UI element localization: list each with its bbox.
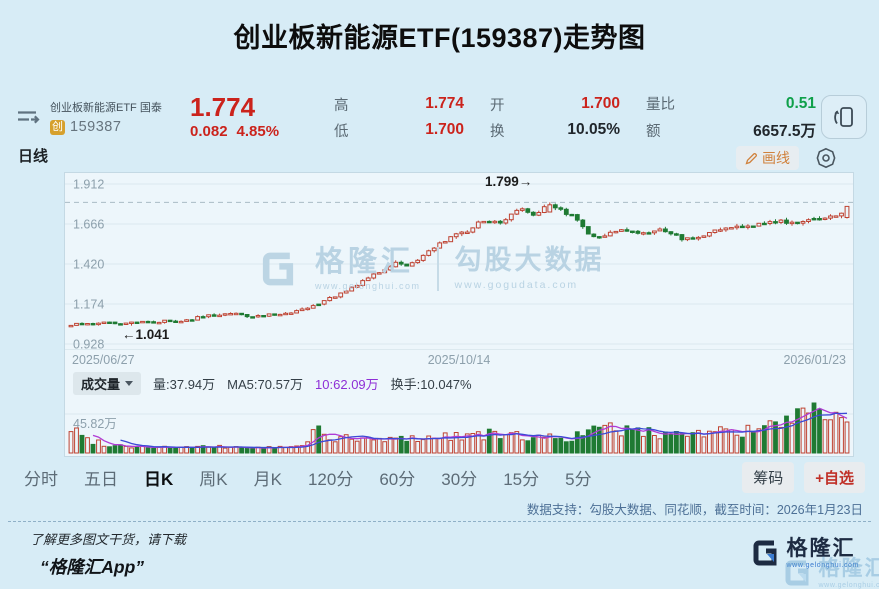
chart-panel: 1.912 1.666 1.420 1.174 0.928 格隆汇 www.gelong… [64, 172, 854, 457]
chips-distribution-button[interactable]: 筹码 [742, 461, 795, 493]
stat-group-ratio-amount: 量比 0.51 额 6657.5万 [646, 93, 816, 141]
stat-group-open-turnover: 开 1.700 换 10.05% [490, 94, 620, 141]
x-axis-dates: 2025/06/27 2025/10/14 2026/01/23 [65, 349, 853, 370]
chevron-down-icon [125, 380, 134, 386]
promo-line1: 了解更多图文干货，请下载 [30, 532, 187, 547]
gelonghui-brand-watermark: 格隆汇 www.gelonghui.com [781, 557, 879, 589]
price-change-pct: 4.85% [236, 123, 280, 141]
tab-5min[interactable]: 5分 [565, 469, 592, 489]
svg-text:1.666: 1.666 [73, 218, 104, 232]
date-end: 2026/01/23 [783, 353, 846, 367]
stat-value: 10.05% [567, 121, 620, 138]
tab-minute[interactable]: 分时 [24, 469, 58, 489]
promo-line2: “格隆汇App” [40, 557, 145, 577]
stat-label: 低 [334, 123, 349, 140]
date-start: 2025/06/27 [72, 353, 135, 367]
period-tab-bar: 分时 五日 日K 周K 月K 120分 60分 30分 15分 5分 筹码 +自… [24, 461, 865, 493]
page-title: 创业板新能源ETF(159387)走势图 [233, 23, 646, 53]
volume-header: 成交量 量:37.94万 MA5:70.57万 10:62.09万 换手:10.… [65, 370, 853, 396]
rotate-screen-button[interactable] [821, 95, 867, 139]
volume-ma10: 10:62.09万 [315, 376, 379, 392]
date-mid: 2025/10/14 [427, 353, 491, 367]
last-price: 1.774 [190, 91, 256, 122]
gelonghui-g-icon [753, 540, 777, 566]
stat-label: 量比 [646, 97, 675, 113]
draw-line-button[interactable]: 画线 [736, 146, 799, 170]
stat-value: 1.700 [581, 95, 620, 112]
tab-5day[interactable]: 五日 [84, 469, 118, 489]
settings-gear-icon[interactable] [815, 147, 837, 169]
dashed-divider [8, 521, 871, 522]
security-name: 创业板新能源ETF 国泰 [50, 102, 162, 114]
security-code: 159387 [70, 119, 122, 135]
stat-label: 换 [490, 123, 505, 140]
period-low-annotation: ←1.041 [122, 327, 170, 342]
volume-indicator-selector[interactable]: 成交量 [73, 371, 142, 395]
quote-header: 创业板新能源ETF 国泰 创 159387 1.774 0.082 4.85% … [14, 92, 867, 142]
data-source-note: 数据支持：勾股大数据、同花顺，截至时间：2026年1月23日 [526, 503, 863, 517]
stat-value: 1.774 [425, 95, 464, 112]
pencil-icon [745, 152, 757, 164]
svg-text:45.82万: 45.82万 [73, 417, 117, 431]
stat-label: 额 [646, 123, 661, 140]
stat-label: 高 [334, 97, 349, 114]
gelonghui-g-icon [785, 560, 809, 586]
market-badge: 创 [50, 119, 65, 135]
stat-group-high-low: 高 1.774 低 1.700 [334, 94, 464, 141]
stat-value: 1.700 [425, 121, 464, 138]
tab-30min[interactable]: 30分 [441, 469, 478, 489]
volume-value: 量:37.94万 [153, 376, 216, 392]
volume-chart[interactable]: 45.82万 [65, 396, 853, 455]
price-change: 0.082 [190, 123, 228, 141]
tab-daily-k[interactable]: 日K [144, 469, 174, 489]
tab-120min[interactable]: 120分 [307, 469, 354, 489]
app-promo: 了解更多图文干货，请下载 “格隆汇App” [30, 529, 186, 579]
gelonghui-brand-logo: 格隆汇 www.gelonghui.com [749, 537, 859, 569]
svg-text:1.420: 1.420 [73, 258, 104, 272]
tab-monthly-k[interactable]: 月K [253, 469, 282, 489]
volume-ma5: MA5:70.57万 [227, 376, 304, 392]
stat-value: 6657.5万 [753, 123, 816, 140]
add-watchlist-button[interactable]: +自选 [804, 461, 865, 493]
svg-text:1.912: 1.912 [73, 178, 104, 192]
rotate-phone-icon [834, 107, 853, 127]
tab-60min[interactable]: 60分 [379, 469, 416, 489]
svg-text:0.928: 0.928 [73, 338, 104, 350]
period-high-annotation: 1.799→ [485, 174, 533, 189]
turnover-value: 换手:10.047% [390, 376, 472, 392]
tab-weekly-k[interactable]: 周K [199, 469, 228, 489]
stat-value: 0.51 [785, 94, 816, 112]
svg-text:1.174: 1.174 [73, 298, 104, 312]
stat-label: 开 [490, 97, 505, 114]
menu-arrow-icon[interactable] [14, 104, 42, 130]
period-label: 日线 [18, 148, 49, 165]
tab-15min[interactable]: 15分 [503, 469, 540, 489]
candlestick-chart[interactable]: 1.912 1.666 1.420 1.174 0.928 [65, 173, 853, 349]
